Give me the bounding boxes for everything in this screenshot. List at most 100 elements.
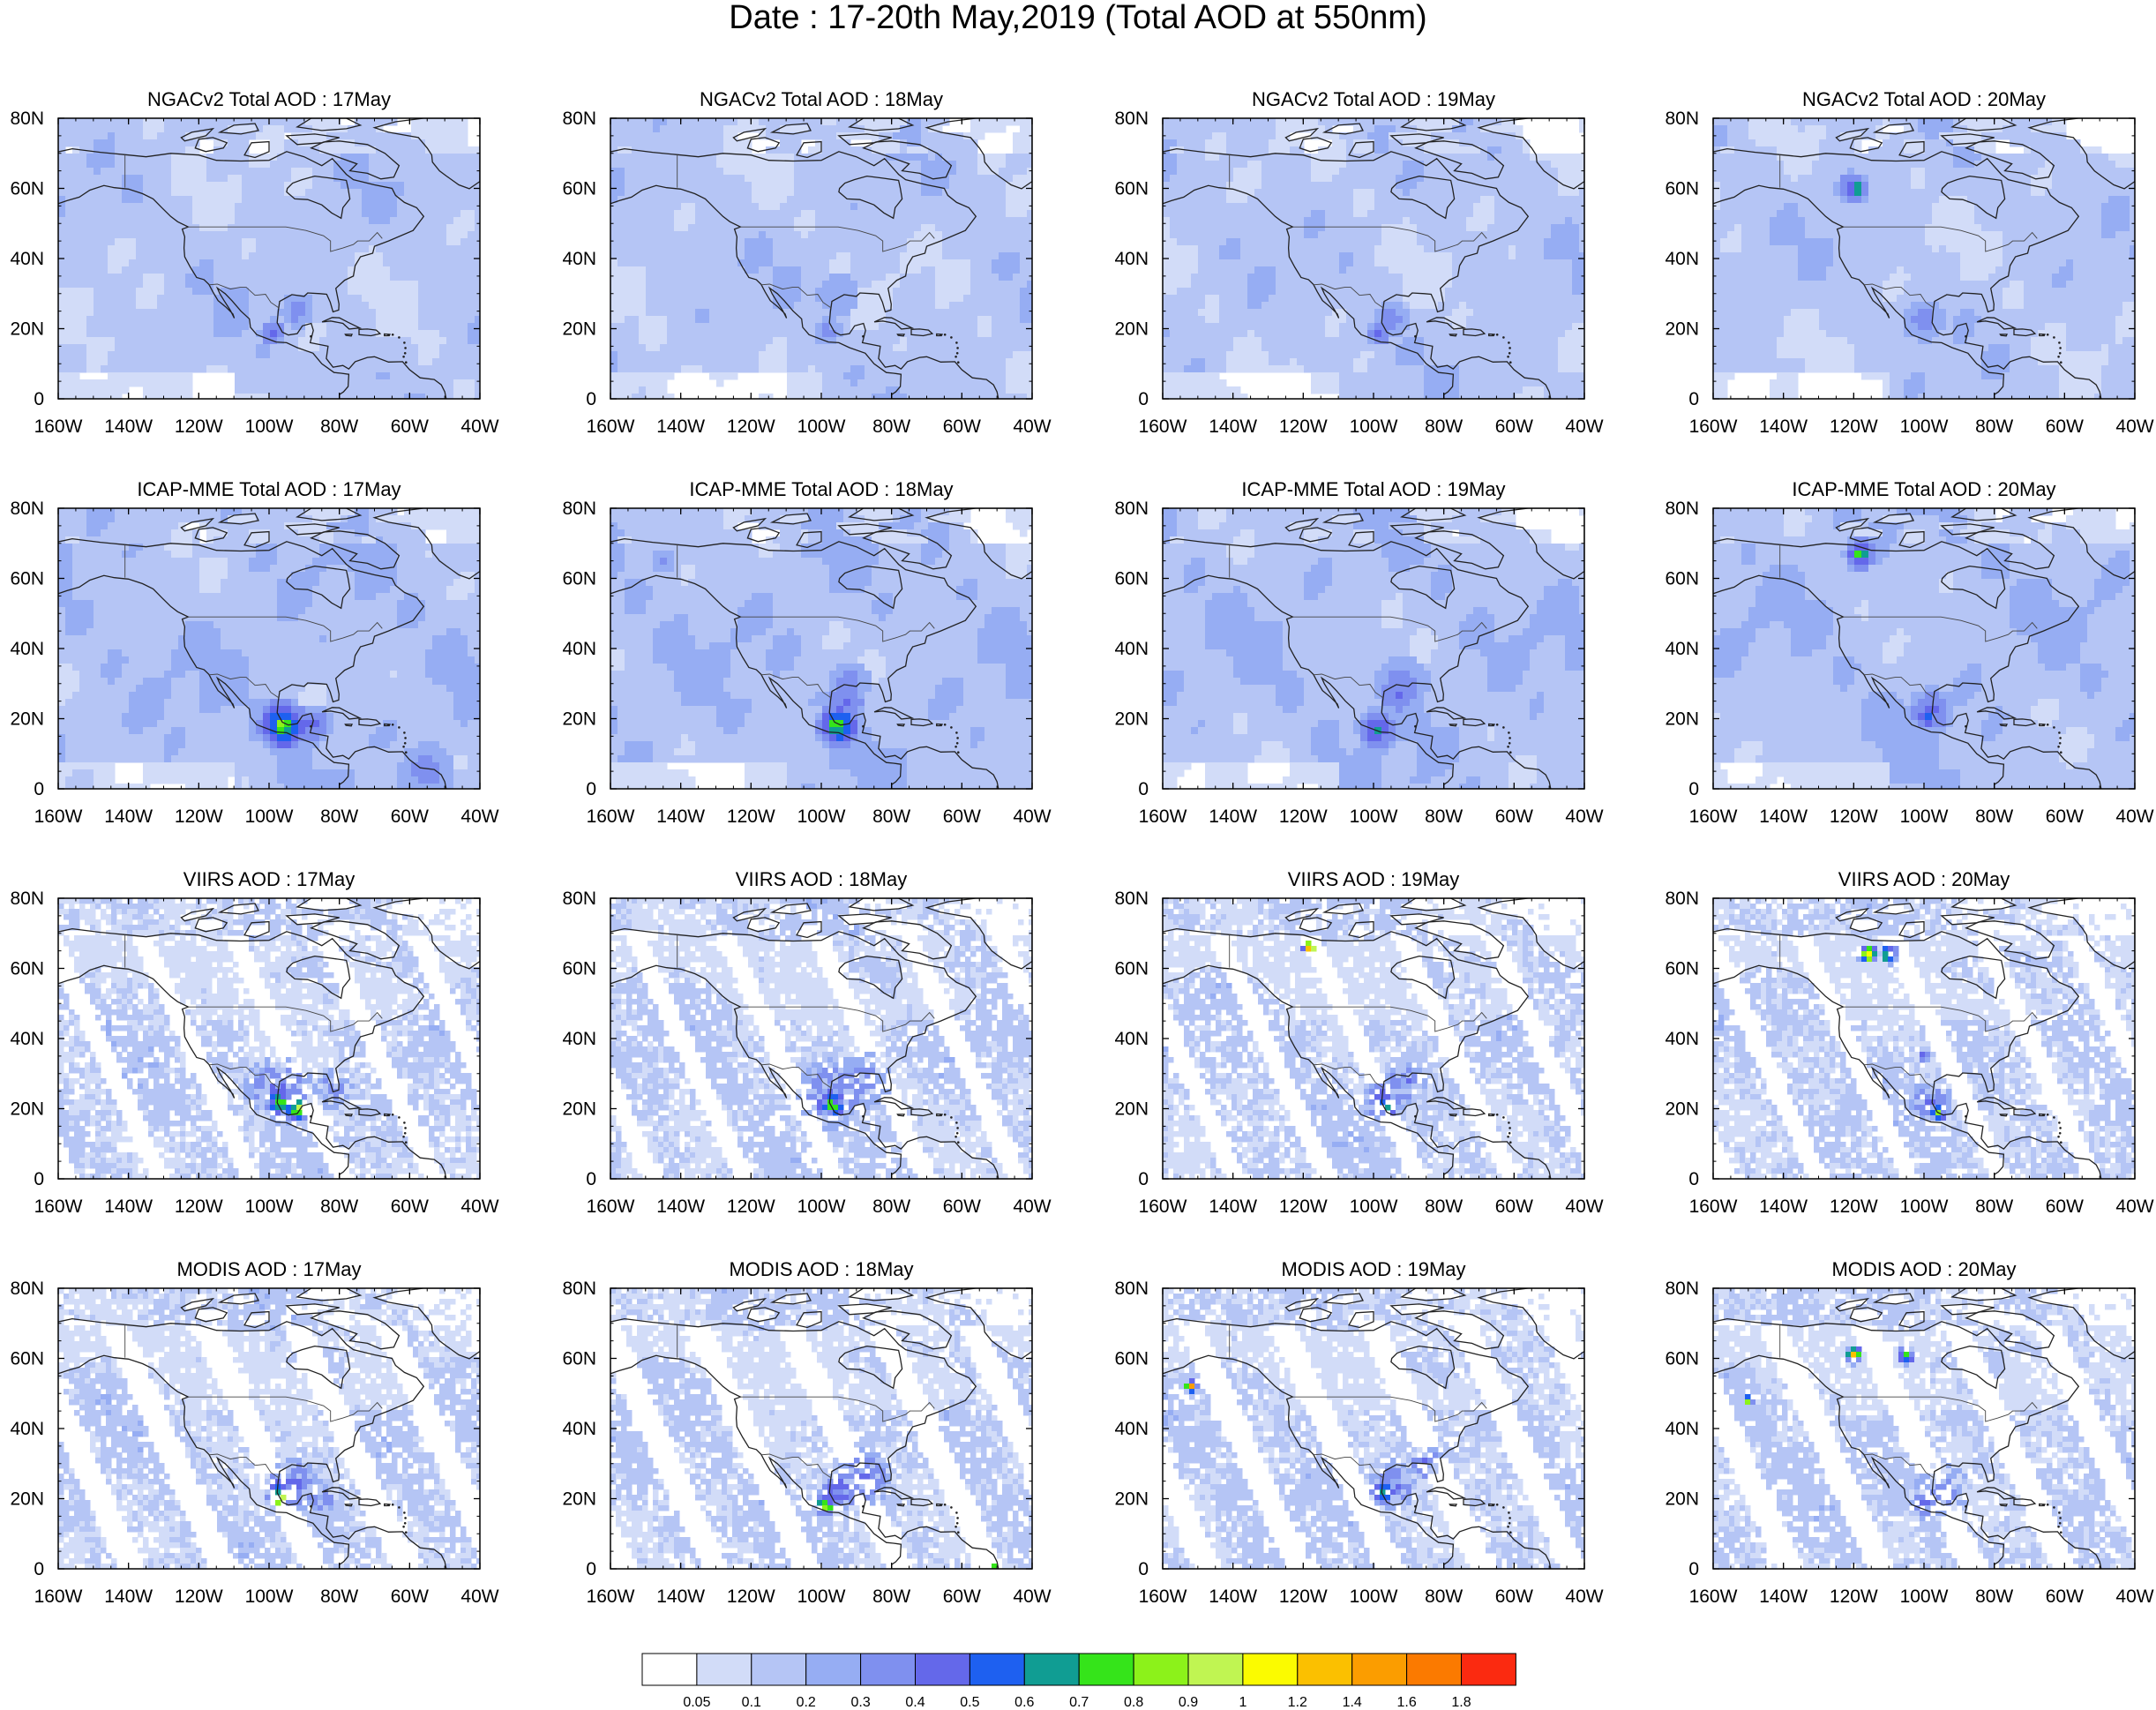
political-borders	[1229, 934, 1487, 1089]
x-tick-label: 80W	[1975, 1586, 2013, 1607]
x-tick-label: 100W	[1350, 1196, 1398, 1217]
y-tick-label: 0	[34, 779, 44, 799]
map-panel-icap-1: ICAP-MME Total AOD : 17May 160W 140W 120W 10…	[10, 478, 498, 827]
x-tick-label: 40W	[1013, 1586, 1051, 1607]
y-tick-label: 20N	[1665, 709, 1699, 730]
coastlines	[58, 898, 480, 1179]
aod-field	[610, 118, 1032, 399]
colorbar-label: 0.6	[1014, 1695, 1034, 1710]
x-tick-label: 100W	[797, 1196, 846, 1217]
x-tick-label: 60W	[2046, 416, 2084, 437]
y-tick-label: 80N	[1665, 109, 1699, 129]
y-tick-label: 60N	[1665, 959, 1699, 979]
map-panel-ngac-3: NGACv2 Total AOD : 19May 160W 140W 120W 100W…	[1114, 88, 1603, 437]
y-tick-label: 60N	[10, 569, 44, 589]
x-tick-label: 120W	[727, 1586, 775, 1607]
x-tick-label: 100W	[1900, 1586, 1949, 1607]
map-panel-ngac-4: NGACv2 Total AOD : 20May 160W 140W 120W 100W…	[1665, 88, 2153, 437]
x-tick-label: 160W	[587, 416, 635, 437]
y-tick-label: 0	[1138, 779, 1149, 799]
colorbar-label: 0.05	[683, 1695, 710, 1710]
y-tick-label: 20N	[1665, 1489, 1699, 1510]
colorbar-label: 0.8	[1124, 1695, 1143, 1710]
y-tick-label: 0	[1138, 1169, 1149, 1189]
y-tick-label: 60N	[10, 179, 44, 199]
aod-field	[1713, 1288, 2135, 1569]
coastlines	[58, 118, 480, 399]
political-borders	[124, 1324, 383, 1479]
colorbar-swatch	[915, 1653, 970, 1686]
colorbar-swatch	[1351, 1653, 1408, 1686]
y-tick-label: 40N	[10, 1419, 44, 1439]
x-tick-label: 100W	[797, 1586, 846, 1607]
y-tick-label: 20N	[1114, 709, 1149, 730]
y-tick-label: 40N	[562, 1419, 596, 1439]
x-tick-label: 140W	[656, 1196, 705, 1217]
y-tick-label: 40N	[1114, 1419, 1149, 1439]
x-tick-label: 160W	[1139, 1196, 1187, 1217]
y-tick-label: 80N	[562, 499, 596, 519]
x-tick-label: 60W	[1495, 416, 1533, 437]
x-tick-label: 140W	[1209, 1586, 1257, 1607]
panel-title: NGACv2 Total AOD : 19May	[1252, 88, 1495, 110]
x-tick-label: 40W	[460, 1586, 498, 1607]
y-tick-label: 20N	[562, 709, 596, 730]
colorbar-swatch	[1242, 1653, 1299, 1686]
x-tick-label: 120W	[727, 806, 775, 827]
x-tick-label: 160W	[1689, 806, 1738, 827]
y-tick-label: 80N	[10, 1279, 44, 1299]
map-panel-modis-1: MODIS AOD : 17May 160W 140W 120W 100W 80W 60W 4…	[10, 1258, 498, 1607]
x-tick-label: 80W	[1425, 1196, 1463, 1217]
y-tick-label: 40N	[562, 249, 596, 269]
coastlines	[610, 118, 1032, 399]
colorbar-swatch	[1406, 1653, 1462, 1686]
x-tick-label: 120W	[1830, 416, 1878, 437]
x-tick-label: 120W	[175, 1196, 223, 1217]
x-tick-label: 80W	[872, 1586, 910, 1607]
y-tick-label: 40N	[562, 639, 596, 659]
y-tick-label: 60N	[562, 1349, 596, 1369]
x-tick-label: 140W	[1209, 806, 1257, 827]
y-tick-label: 40N	[10, 1029, 44, 1049]
panel-title: VIIRS AOD : 18May	[736, 868, 907, 890]
coastlines	[1163, 118, 1584, 399]
x-tick-label: 140W	[656, 416, 705, 437]
y-tick-label: 20N	[10, 709, 44, 730]
x-tick-label: 80W	[320, 1196, 358, 1217]
y-tick-label: 0	[34, 1559, 44, 1579]
colorbar-swatch	[860, 1653, 916, 1686]
y-tick-label: 0	[586, 389, 596, 409]
y-tick-label: 0	[34, 389, 44, 409]
y-tick-label: 80N	[1665, 499, 1699, 519]
panel-title: ICAP-MME Total AOD : 17May	[137, 478, 401, 500]
aod-field	[58, 898, 480, 1179]
y-tick-label: 40N	[1114, 1029, 1149, 1049]
x-tick-label: 40W	[460, 806, 498, 827]
x-tick-label: 100W	[245, 416, 294, 437]
political-borders	[124, 154, 383, 309]
x-tick-label: 120W	[727, 416, 775, 437]
aod-field	[1163, 898, 1584, 1179]
x-tick-label: 100W	[245, 1586, 294, 1607]
y-tick-label: 80N	[1114, 889, 1149, 909]
x-tick-label: 100W	[1350, 416, 1398, 437]
y-tick-label: 80N	[562, 889, 596, 909]
coastlines	[1713, 118, 2135, 399]
colorbar-label: 0.2	[797, 1695, 816, 1710]
panel-title: MODIS AOD : 17May	[176, 1258, 361, 1280]
x-tick-label: 160W	[587, 806, 635, 827]
y-tick-label: 40N	[1665, 249, 1699, 269]
y-tick-label: 0	[34, 1169, 44, 1189]
x-tick-label: 40W	[2115, 1196, 2153, 1217]
y-tick-label: 0	[1138, 389, 1149, 409]
coastlines	[58, 1288, 480, 1569]
x-tick-label: 40W	[1013, 1196, 1051, 1217]
political-borders	[1229, 544, 1487, 699]
x-tick-label: 100W	[1900, 416, 1949, 437]
map-panel-icap-2: ICAP-MME Total AOD : 18May 160W 140W 120W 10…	[562, 478, 1051, 827]
y-tick-label: 0	[1138, 1559, 1149, 1579]
y-tick-label: 20N	[562, 319, 596, 340]
panel-title: VIIRS AOD : 19May	[1288, 868, 1459, 890]
y-tick-label: 60N	[1114, 179, 1149, 199]
